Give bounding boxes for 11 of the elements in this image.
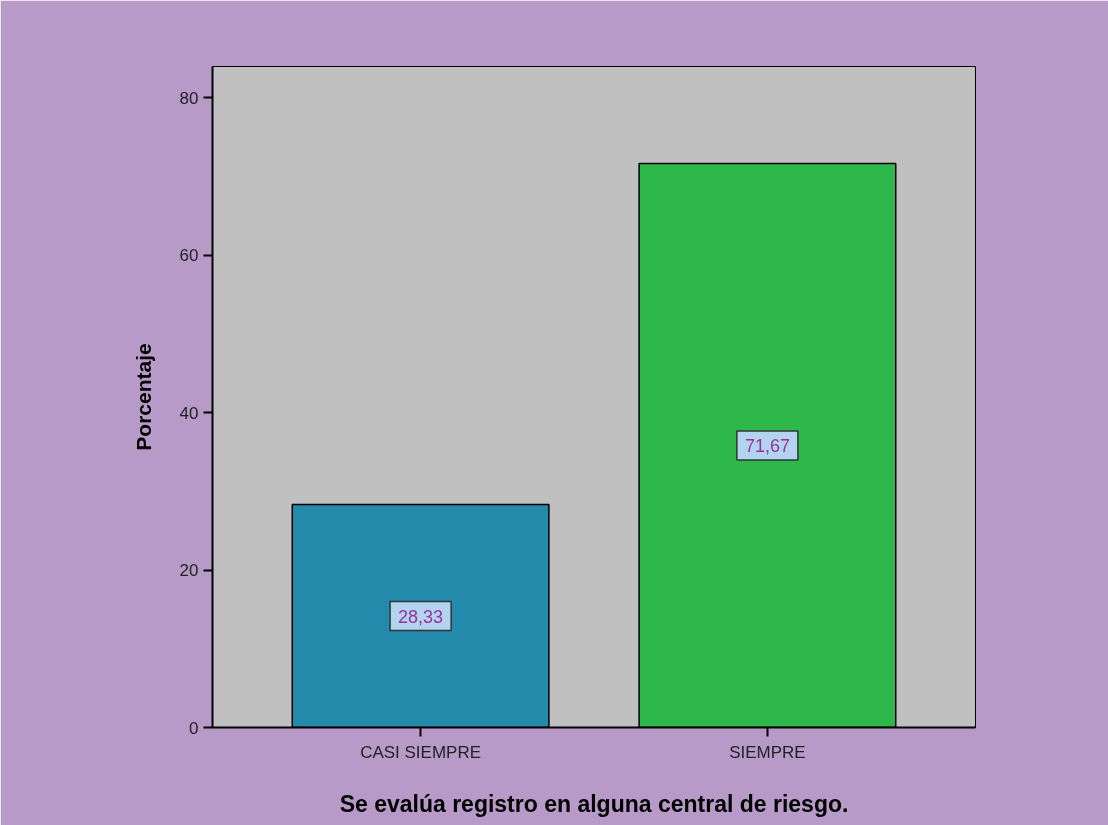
x-tick-label: CASI SIEMPRE: [360, 742, 482, 762]
y-tick-label: 20: [179, 561, 199, 581]
y-tick-label: 80: [179, 88, 199, 108]
data-label: 71,67: [744, 436, 790, 457]
x-tick-label: SIEMPRE: [729, 742, 806, 762]
y-axis-title: Porcentaje: [131, 343, 155, 451]
y-tick-label: 0: [189, 718, 199, 738]
x-axis-title: Se evalúa registro en alguna central de riesgo.: [339, 790, 849, 817]
y-tick-label: 40: [179, 403, 199, 423]
data-label: 28,33: [398, 606, 444, 627]
y-tick-label: 60: [179, 246, 199, 266]
